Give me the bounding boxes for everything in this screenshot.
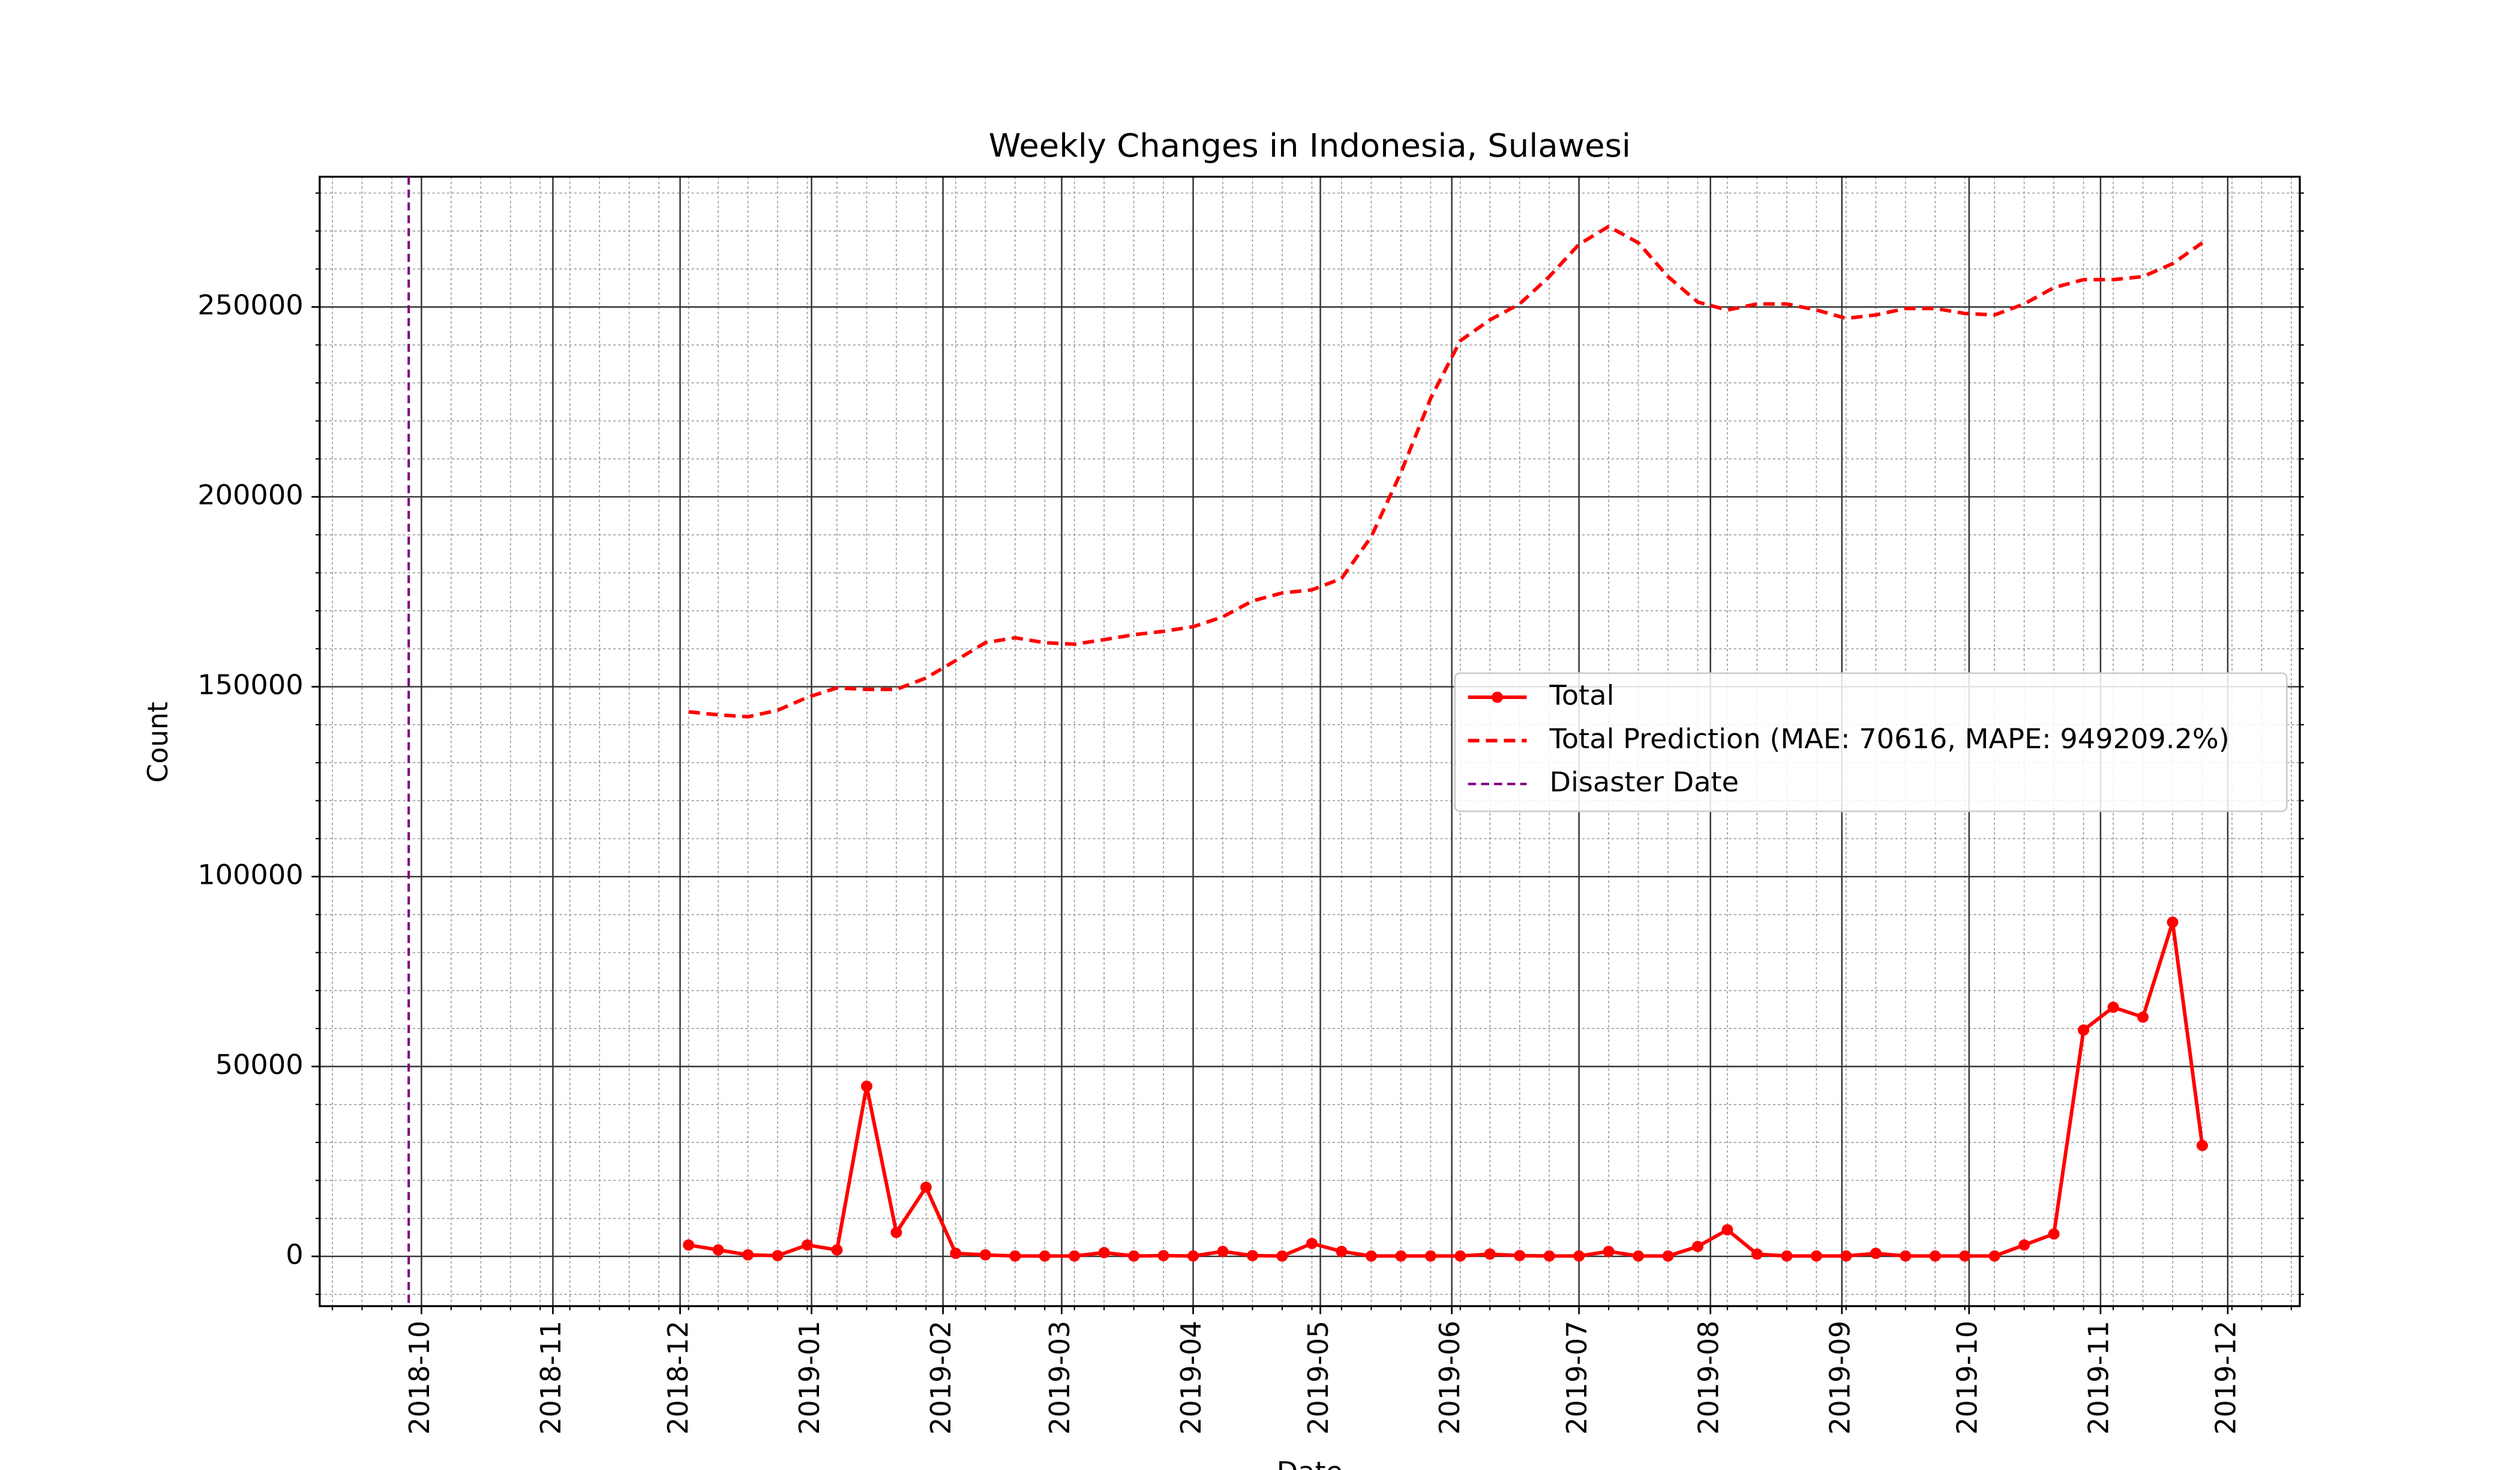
data-point bbox=[1603, 1246, 1615, 1258]
data-point bbox=[1454, 1250, 1466, 1262]
data-point bbox=[1246, 1250, 1259, 1262]
series-line bbox=[688, 224, 2204, 719]
x-tick-label: 2019-03 bbox=[1043, 1321, 1076, 1435]
data-point bbox=[1009, 1250, 1021, 1262]
data-point bbox=[2167, 916, 2179, 928]
x-tick-label: 2019-11 bbox=[2082, 1321, 2114, 1435]
x-tick-label: 2019-05 bbox=[1302, 1321, 1334, 1435]
data-point bbox=[1128, 1250, 1140, 1262]
data-point bbox=[1039, 1250, 1051, 1262]
data-point bbox=[1662, 1250, 1674, 1262]
data-point bbox=[712, 1244, 724, 1256]
x-axis-label: Date bbox=[1277, 1456, 1343, 1470]
data-point bbox=[1217, 1246, 1229, 1258]
x-tick-label: 2019-04 bbox=[1175, 1321, 1207, 1435]
y-tick-label: 150000 bbox=[197, 668, 303, 701]
data-point bbox=[1514, 1250, 1526, 1262]
data-point bbox=[920, 1181, 932, 1193]
x-tick-label: 2019-01 bbox=[793, 1321, 826, 1435]
data-point bbox=[1573, 1250, 1585, 1262]
legend-box bbox=[1454, 672, 2288, 812]
data-point bbox=[772, 1250, 784, 1262]
data-point bbox=[1424, 1250, 1436, 1262]
data-point bbox=[1721, 1224, 1733, 1236]
data-point bbox=[950, 1247, 962, 1259]
y-axis-label: Count bbox=[142, 701, 174, 782]
data-point bbox=[1900, 1250, 1912, 1262]
data-point bbox=[1810, 1250, 1822, 1262]
data-point bbox=[1840, 1250, 1852, 1262]
data-point bbox=[1365, 1250, 1377, 1262]
chart-title: Weekly Changes in Indonesia, Sulawesi bbox=[989, 127, 1631, 164]
series-line bbox=[688, 922, 2204, 1258]
data-point bbox=[2078, 1024, 2090, 1036]
data-point bbox=[1157, 1250, 1169, 1262]
x-tick-label: 2019-10 bbox=[1951, 1321, 1983, 1435]
x-tick-label: 2019-02 bbox=[925, 1321, 957, 1435]
legend-label: Total bbox=[1549, 679, 1615, 712]
x-tick-label: 2019-12 bbox=[2209, 1321, 2242, 1435]
data-point bbox=[742, 1249, 754, 1261]
data-point bbox=[831, 1244, 843, 1256]
data-point bbox=[1633, 1250, 1645, 1262]
data-point bbox=[1187, 1250, 1199, 1262]
x-tick-label: 2018-10 bbox=[403, 1321, 436, 1435]
data-point bbox=[1692, 1241, 1704, 1252]
data-point bbox=[890, 1226, 902, 1238]
x-tick-label: 2019-09 bbox=[1823, 1321, 1856, 1435]
legend-marker bbox=[1492, 691, 1504, 703]
data-point bbox=[1276, 1250, 1288, 1262]
plot-frame bbox=[319, 175, 2301, 1307]
data-point bbox=[2107, 1001, 2119, 1013]
data-point bbox=[683, 1239, 695, 1251]
x-tick-label: 2019-06 bbox=[1433, 1321, 1466, 1435]
data-point bbox=[1484, 1248, 1496, 1260]
data-point bbox=[1751, 1248, 1763, 1260]
data-point bbox=[860, 1081, 872, 1092]
data-point bbox=[2196, 1139, 2208, 1151]
x-tick-label: 2019-08 bbox=[1692, 1321, 1724, 1435]
data-point bbox=[2137, 1011, 2149, 1023]
data-point bbox=[1870, 1247, 1882, 1259]
y-tick-label: 0 bbox=[286, 1238, 303, 1271]
data-point bbox=[801, 1239, 814, 1251]
data-point bbox=[1988, 1250, 2000, 1262]
y-tick-label: 50000 bbox=[215, 1048, 304, 1081]
y-tick-label: 200000 bbox=[197, 479, 303, 511]
data-point bbox=[1098, 1247, 1110, 1259]
x-tick-label: 2019-07 bbox=[1561, 1321, 1593, 1435]
legend-label: Total Prediction (MAE: 70616, MAPE: 9492… bbox=[1549, 722, 2230, 755]
data-point bbox=[1959, 1250, 1971, 1262]
y-tick-label: 250000 bbox=[197, 289, 303, 321]
data-point bbox=[1929, 1250, 1941, 1262]
data-point bbox=[1781, 1250, 1793, 1262]
legend-label: Disaster Date bbox=[1550, 766, 1739, 798]
data-point bbox=[2048, 1228, 2060, 1240]
data-point bbox=[2018, 1239, 2030, 1251]
data-point bbox=[1069, 1250, 1081, 1262]
data-point bbox=[1336, 1246, 1348, 1258]
data-point bbox=[1306, 1238, 1318, 1249]
data-point bbox=[1543, 1250, 1555, 1262]
x-tick-label: 2018-12 bbox=[662, 1321, 694, 1435]
x-tick-label: 2018-11 bbox=[535, 1321, 567, 1435]
data-point bbox=[979, 1249, 991, 1261]
data-point bbox=[1395, 1250, 1407, 1262]
y-tick-label: 100000 bbox=[197, 859, 303, 891]
